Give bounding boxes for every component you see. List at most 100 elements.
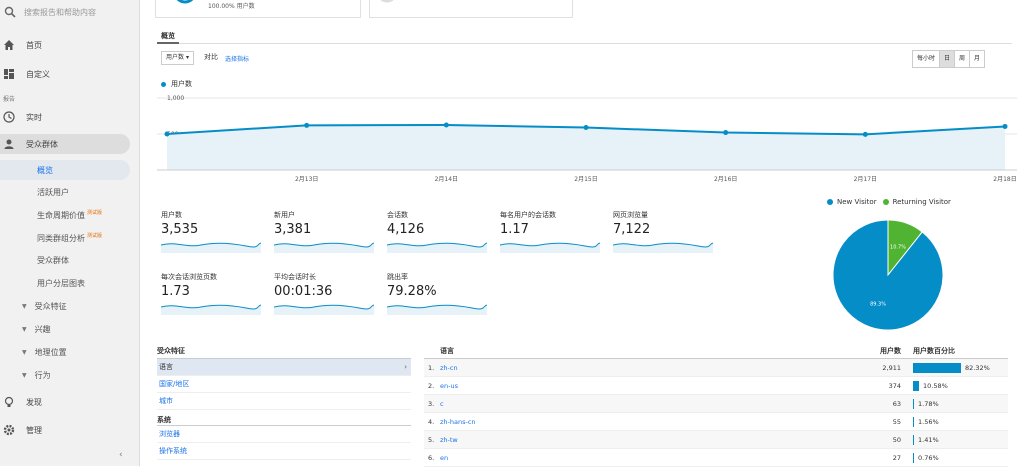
metric-card[interactable]: 新用户 3,381 [274, 210, 374, 256]
metric-value: 79.28% [387, 284, 437, 299]
dimension-browser[interactable]: 浏览器 [157, 426, 411, 443]
language-link[interactable]: zh-cn [440, 364, 458, 372]
period-selector: 每小时 日 周 月 [912, 50, 986, 68]
language-table: 语言 用户数 用户数百分比 1. zh-cn 2,911 82.32% 2. en-us 3… [424, 346, 1008, 467]
period-day-button[interactable]: 日 [940, 51, 956, 67]
sidebar-item-overview[interactable]: 概览 [0, 160, 130, 180]
percent-bar [913, 399, 914, 409]
sidebar-group-geo[interactable]: ▼ 地理位置 [22, 347, 67, 358]
metric-value: 3,381 [274, 222, 312, 237]
metric-label: 网页浏览量 [613, 211, 648, 219]
metric-dropdown[interactable]: 用户数 ▾ [161, 51, 194, 65]
metric-value: 3,535 [161, 222, 199, 237]
sidebar-group-label: 受众特征 [34, 302, 67, 311]
percent-value: 0.76% [918, 454, 939, 462]
series-area [167, 125, 1005, 170]
sparkline [161, 242, 261, 253]
metric-value: 4,126 [387, 222, 425, 237]
percent-value: 82.32% [965, 364, 990, 372]
nav-custom[interactable]: 自定义 [0, 64, 140, 84]
caret-right-icon: ▼ [22, 372, 27, 379]
language-link[interactable]: en [440, 454, 449, 462]
nav-home[interactable]: 首页 [0, 35, 140, 55]
language-link[interactable]: c [440, 400, 444, 408]
users-value: 63 [892, 400, 901, 408]
sidebar-item-label: 受众群体 [37, 255, 69, 265]
tab-overview[interactable]: 概览 [157, 28, 179, 44]
nav-admin-label: 管理 [26, 425, 42, 435]
caret-right-icon: ▼ [22, 326, 27, 333]
top-summary-card-2 [369, 0, 573, 18]
lightbulb-icon [2, 395, 16, 409]
metric-card[interactable]: 用户数 3,535 [161, 210, 261, 256]
caret-right-icon: ▼ [22, 349, 27, 356]
metric-card[interactable]: 会话数 4,126 [387, 210, 487, 256]
metric-card[interactable]: 平均会话时长 00:01:36 [274, 272, 374, 318]
data-point [723, 130, 729, 136]
sidebar-group-interests[interactable]: ▼ 兴趣 [22, 324, 51, 335]
dimension-city[interactable]: 城市 [157, 393, 411, 410]
table-row: 1. zh-cn 2,911 82.32% [424, 359, 1008, 377]
metric-card[interactable]: 网页浏览量 7,122 [613, 210, 713, 256]
language-link[interactable]: zh-tw [440, 436, 458, 444]
metric-value: 00:01:36 [274, 284, 333, 299]
select-metric-link[interactable]: 选择指标 [225, 56, 250, 63]
nav-home-label: 首页 [26, 40, 42, 50]
caret-right-icon: ▼ [22, 303, 27, 310]
metric-card[interactable]: 每名用户的会话数 1.17 [500, 210, 600, 256]
sidebar-item-active-users[interactable]: 活跃用户 [0, 182, 130, 202]
sidebar-group-demographics[interactable]: ▼ 受众特征 [22, 301, 67, 312]
sidebar-item-user-explorer[interactable]: 用户分层图表 [0, 273, 130, 293]
beta-badge: 测试版 [87, 232, 103, 239]
sidebar-item-audiences[interactable]: 受众群体 [0, 250, 130, 270]
percent-value: 1.78% [918, 400, 939, 408]
x-tick-label: 2月13日 [295, 176, 318, 183]
x-tick-label: 2月16日 [714, 176, 737, 183]
main-content: 100.00% 用户数 概览 用户数 ▾ 对比 选择指标 每小时 日 周 月 用… [141, 0, 1024, 467]
metric-value: 1.17 [500, 222, 529, 237]
y-tick-label: 1,000 [167, 95, 184, 102]
col-header-users: 用户数 [880, 347, 901, 355]
metric-card[interactable]: 跳出率 79.28% [387, 272, 487, 318]
metric-card[interactable]: 每次会话浏览页数 1.73 [161, 272, 261, 318]
sidebar-item-lifetime-value[interactable]: 生命周期价值 测试版 [0, 205, 130, 225]
nav-custom-label: 自定义 [26, 69, 50, 79]
sidebar-group-behavior[interactable]: ▼ 行为 [22, 370, 51, 381]
sidebar-group-label: 兴趣 [34, 325, 51, 334]
dimension-country[interactable]: 国家/地区 [157, 376, 411, 393]
dimension-label: 国家/地区 [159, 380, 190, 388]
legend-dot [161, 81, 166, 87]
nav-realtime[interactable]: 实时 [0, 107, 140, 127]
period-hourly-button[interactable]: 每小时 [913, 51, 941, 67]
percent-bar [913, 381, 919, 391]
sparkline [161, 304, 261, 315]
period-week-button[interactable]: 周 [955, 51, 971, 67]
data-point [583, 125, 589, 131]
dimension-os[interactable]: 操作系统 [157, 443, 411, 460]
nav-discover[interactable]: 发现 [0, 392, 140, 412]
metric-value: 1.73 [161, 284, 190, 299]
collapse-sidebar-icon[interactable]: ‹ [119, 450, 123, 460]
home-icon [2, 38, 16, 52]
pie-slice-label: 10.7% [890, 244, 906, 250]
users-value: 50 [892, 436, 901, 444]
pie-slice-label: 89.3% [870, 302, 886, 308]
period-month-button[interactable]: 月 [970, 51, 985, 67]
nav-audience[interactable]: 受众群体 [0, 134, 130, 154]
nav-admin[interactable]: 管理 [0, 420, 140, 440]
metric-label: 跳出率 [387, 273, 408, 281]
language-link[interactable]: en-us [440, 382, 458, 390]
pie-legend-new: New Visitor [827, 198, 877, 206]
pie-chart: 10.7% 89.3% [832, 219, 944, 331]
pie-chart-area: New Visitor Returning Visitor 10.7% 89.3% [821, 198, 1021, 338]
data-point [443, 122, 449, 128]
dimension-language[interactable]: 语言 › [157, 359, 411, 376]
sidebar-item-label: 活跃用户 [37, 187, 69, 197]
sidebar: 搜索报告和帮助内容 首页 自定义 报告 实时 受众群体 概览 活跃用户 生命周期… [0, 0, 140, 466]
search-bar[interactable]: 搜索报告和帮助内容 [0, 0, 140, 24]
language-link[interactable]: zh-hans-cn [440, 418, 476, 426]
data-point [862, 131, 868, 137]
legend-label: New Visitor [837, 198, 877, 206]
sidebar-item-cohort[interactable]: 同类群组分析 测试版 [0, 228, 130, 248]
nav-audience-label: 受众群体 [26, 139, 58, 149]
